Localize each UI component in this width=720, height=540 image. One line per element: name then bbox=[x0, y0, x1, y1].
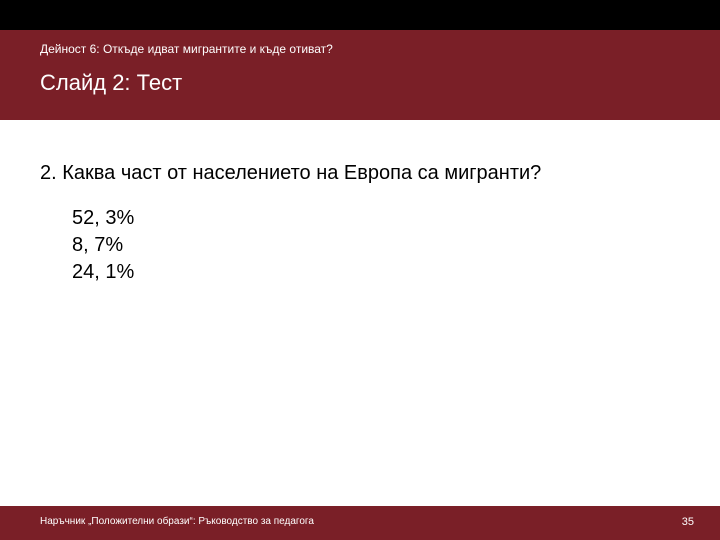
page-number: 35 bbox=[682, 516, 694, 528]
header: Дейност 6: Откъде идват мигрантите и къд… bbox=[0, 30, 720, 120]
footer: Наръчник „Положителни образи“: Ръководст… bbox=[0, 506, 720, 540]
answer-option: 8, 7% bbox=[72, 232, 134, 259]
answers-list: 52, 3% 8, 7% 24, 1% bbox=[72, 205, 134, 286]
question-text: 2. Каква част от населението на Европа с… bbox=[40, 162, 541, 185]
answer-option: 24, 1% bbox=[72, 259, 134, 286]
slide: Дейност 6: Откъде идват мигрантите и къд… bbox=[0, 0, 720, 540]
slide-title: Слайд 2: Тест bbox=[40, 70, 182, 96]
topbar bbox=[0, 0, 720, 30]
answer-option: 52, 3% bbox=[72, 205, 134, 232]
footer-text: Наръчник „Положителни образи“: Ръководст… bbox=[40, 516, 314, 527]
activity-label: Дейност 6: Откъде идват мигрантите и къд… bbox=[40, 42, 333, 56]
